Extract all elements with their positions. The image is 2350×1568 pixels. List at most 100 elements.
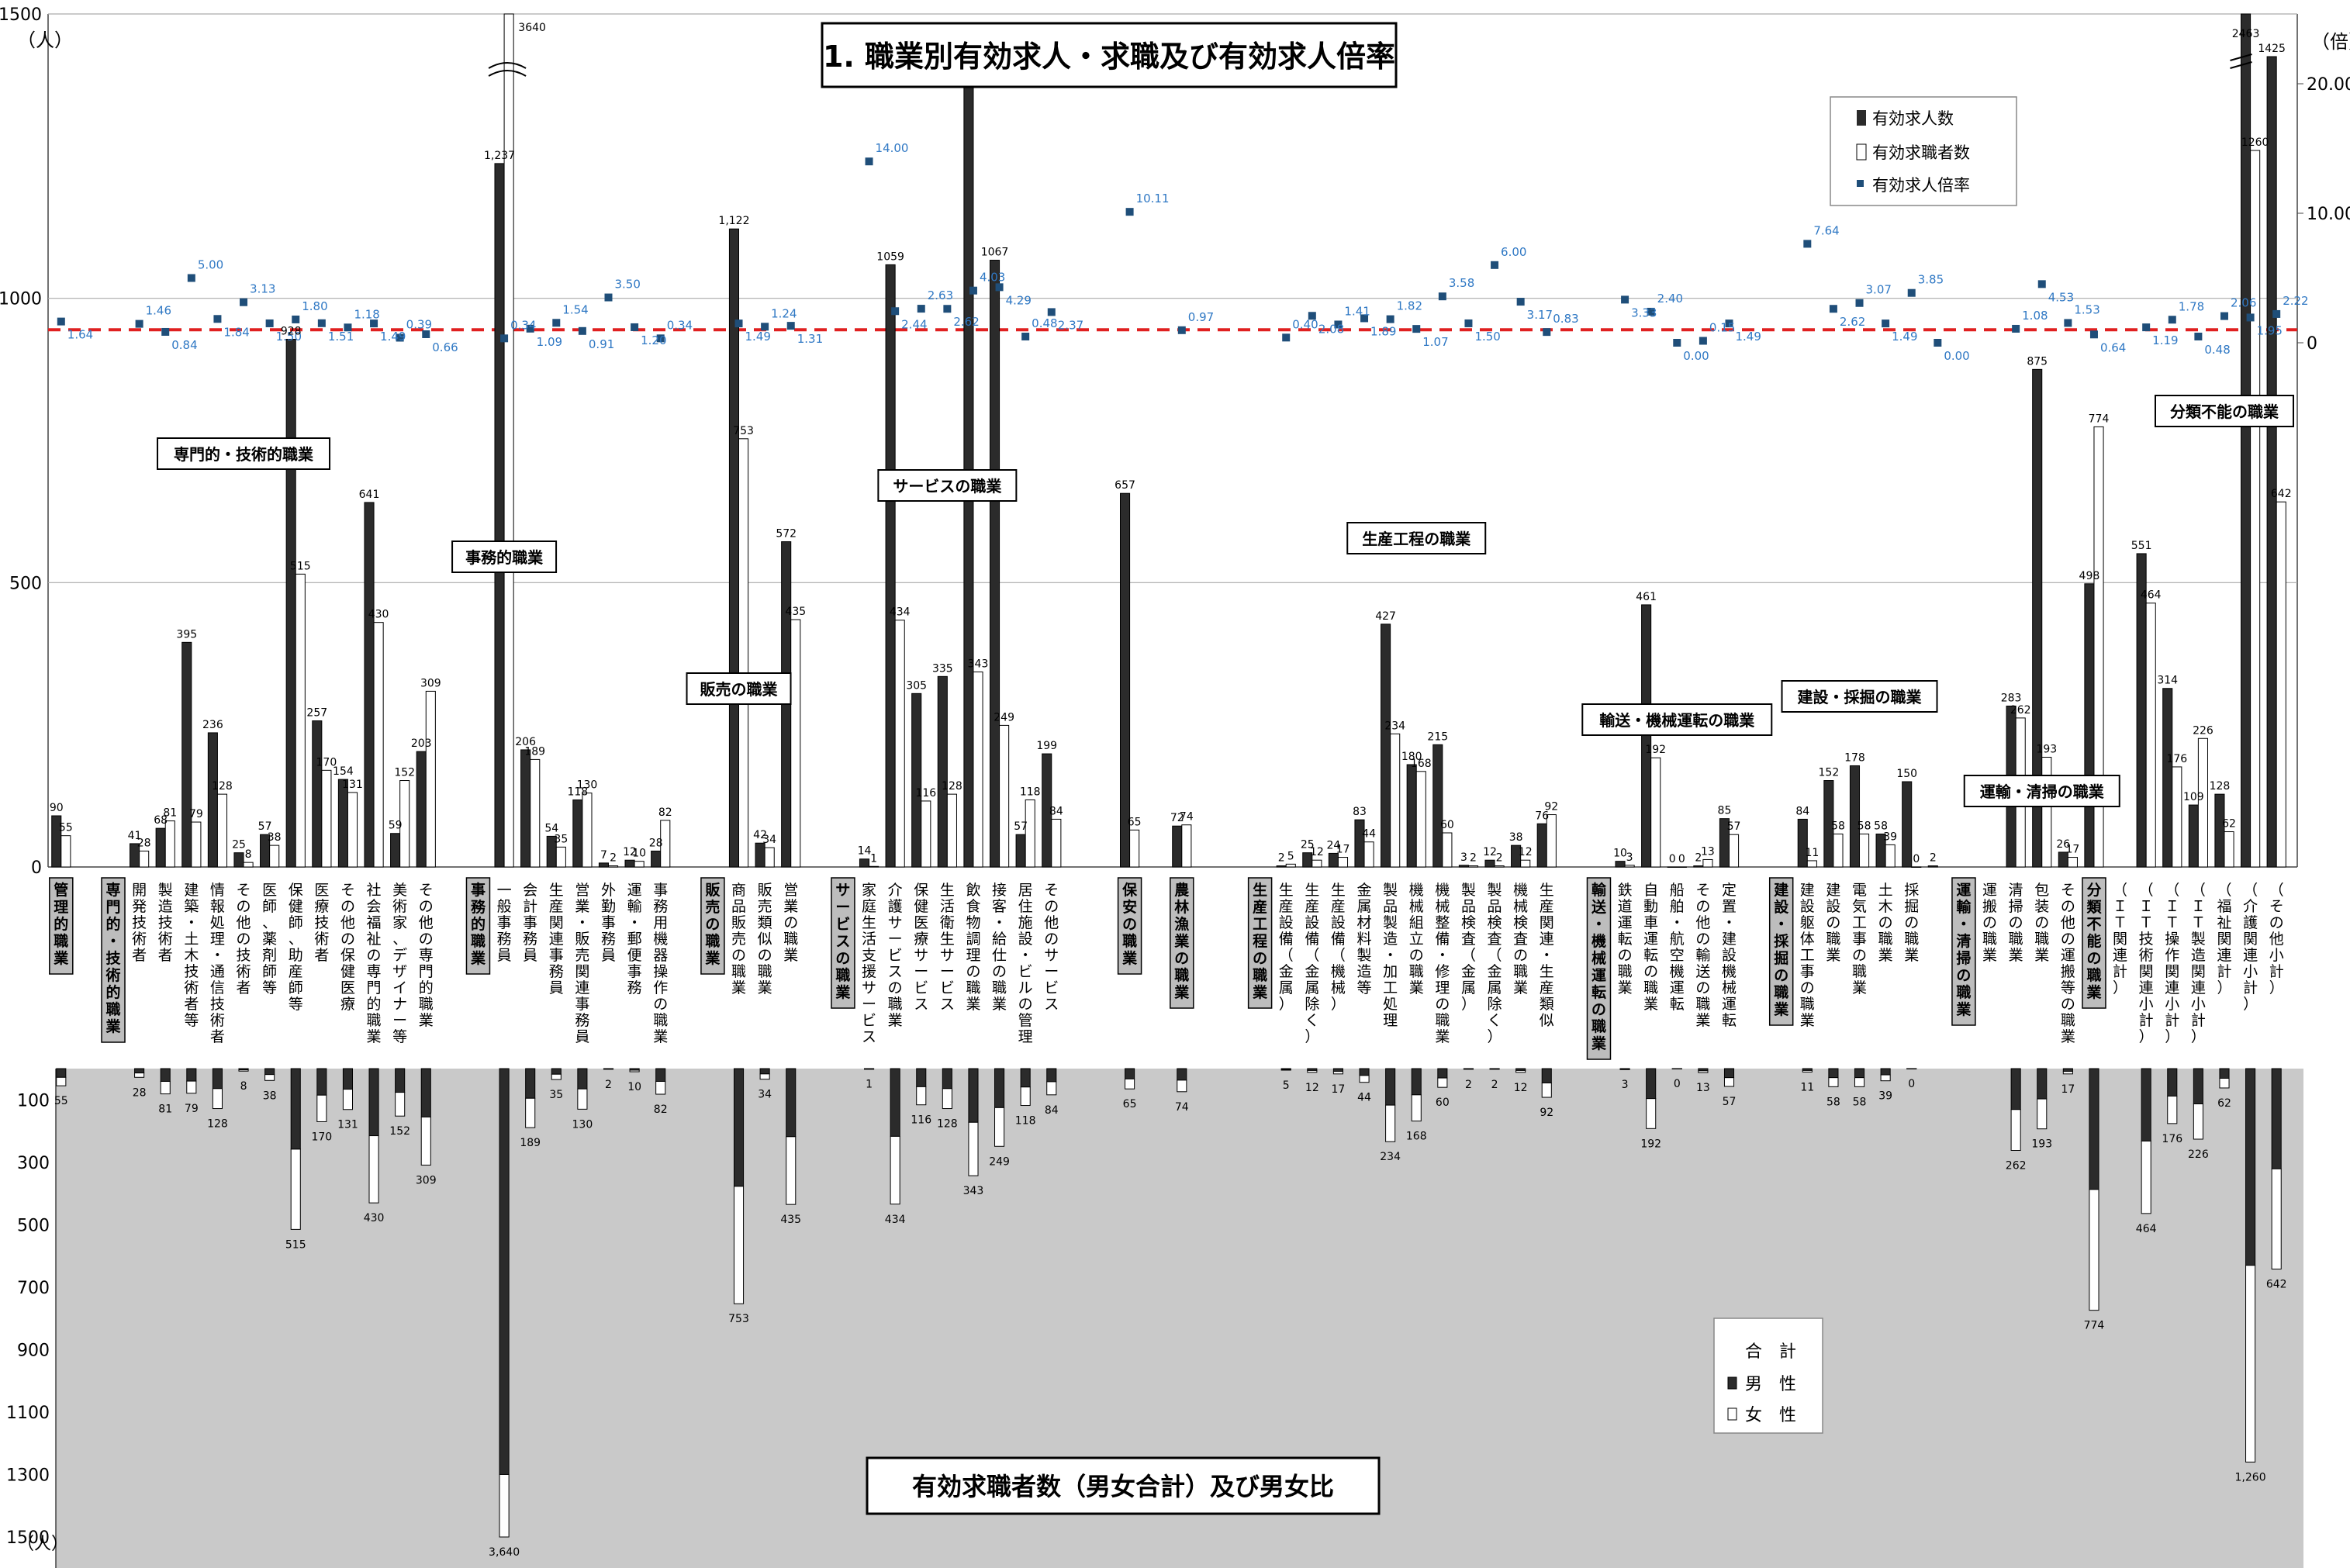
ratio-point [1934,339,1942,347]
legend-jobs-swatch [1857,110,1866,126]
ratio-value-label: 0.40 [1292,317,1318,331]
jobs-value-label: 38 [1509,831,1523,844]
jobs-bar [181,641,192,868]
seekers-value-label: 84 [1049,805,1063,817]
jobs-bar [1432,744,1443,868]
female-bar [2037,1098,2048,1130]
category-label: 生産関連事務員 [549,882,564,996]
seekers-bar [2276,501,2286,868]
jobs-value-label: 3 [1460,851,1467,864]
category-label: 居住施設・ビルの管理 [1018,882,1033,1045]
male-bar [368,1068,379,1137]
male-bar [759,1068,770,1075]
category-label: その他の専門的職業 [419,882,434,1029]
legend-jobs: 有効求人数 [1872,109,1954,128]
jobs-bar [2214,793,2225,868]
ratio-point [344,323,352,332]
seekers-bar [634,861,645,868]
jobs-value-label: 395 [176,628,197,641]
ratio-value-label: 1.46 [146,304,171,318]
bottom-total-label: 3 [1622,1079,1629,1091]
category-heading-box [49,877,74,975]
bottom-tick-700: 700 [17,1279,50,1298]
bottom-tick-1300: 1300 [6,1466,50,1485]
ratio-value-label: 1.50 [276,330,302,344]
ratio-value-label: 1.19 [2152,333,2178,347]
male-bar [160,1068,171,1083]
bottom-total-label: 193 [2031,1138,2052,1151]
category-label: （ＩＴ製造関連小計） [2191,882,2206,1045]
bottom-total-label: 234 [1380,1151,1401,1163]
jobs-bar [364,502,375,868]
seekers-bar [2145,603,2156,868]
male-bar [316,1068,327,1096]
category-label: 電気工事の職業 [1852,882,1867,996]
jobs-value-label: 59 [389,820,403,832]
ratio-point [422,330,430,338]
female-bar [134,1072,145,1078]
seekers-value-label: 642 [2271,488,2292,500]
ratio-value-label: 1.18 [354,307,379,321]
jobs-value-label: 72 [1170,812,1184,824]
category-label: その他の輸送の職業 [1695,882,1710,1029]
seekers-bar [216,793,228,868]
jobs-value-label: 12 [1483,846,1497,858]
female-bar [212,1088,223,1110]
ratio-value-label: 1.64 [67,328,93,342]
ratio-point [1125,208,1134,216]
category-heading-label: 販売の職業 [704,882,721,967]
legend-female-swatch [1727,1407,1737,1421]
category-label: 会計事務員 [523,882,537,964]
seekers-bar [999,724,1010,868]
female-bar [1385,1104,1396,1142]
ratio-point [917,305,925,313]
ratio-point [1882,319,1890,328]
female-bar [577,1088,588,1110]
bottom-total-label: 753 [728,1313,749,1325]
seekers-bar [1702,858,1713,868]
ratio-value-label: 3.33 [1631,306,1657,319]
right-tick-20: 20.00 [2307,75,2350,95]
jobs-value-label: 90 [50,802,64,814]
group-title-box [451,541,558,573]
seekers-value-label: 435 [785,606,806,618]
bottom-total-label: 515 [285,1238,306,1251]
seekers-bar [1285,863,1296,868]
female-bar [186,1080,197,1094]
female-bar [551,1073,562,1080]
ratio-point [2194,332,2203,340]
bottom-total-label: 12 [1514,1082,1528,1094]
category-heading-label: 管理的職業 [53,881,69,967]
category-label: 生産設備（金属除く） [1305,882,1319,1045]
bottom-total-label: 189 [520,1137,541,1149]
ratio-value-label: 1.24 [771,306,797,320]
ratio-point [2037,280,2046,288]
category-heading-label: 建設・採掘の職業 [1773,881,1789,1018]
left-tick-0: 0 [31,858,42,878]
ratio-value-label: 1.51 [328,330,354,344]
jobs-bar [1381,623,1391,868]
bottom-total-label: 39 [1878,1090,1892,1103]
group-title-box [1346,522,1487,554]
seekers-value-label: 60 [1440,819,1454,831]
male-bar [1177,1068,1187,1081]
jobs-value-label: 10 [1613,848,1627,860]
bottom-total-label: 130 [572,1118,593,1131]
ratio-point [1308,312,1316,320]
bottom-total-label: 128 [937,1118,958,1131]
seekers-value-label: 55 [59,822,73,834]
ratio-value-label: 0.48 [1032,316,1057,330]
category-label: その他のサービス [1044,882,1059,1013]
seekers-bar [1025,799,1035,868]
bottom-title: 有効求職者数（男女合計）及び男女比 [912,1472,1334,1501]
ratio-value-label: 2.62 [953,315,979,329]
female-bar [1359,1075,1370,1083]
male-bar [2219,1068,2230,1079]
ratio-value-label: 0.97 [1188,310,1214,324]
seekers-bar [582,793,593,868]
category-label: （ＩＴ関連計） [2113,882,2127,996]
ratio-point [1177,326,1186,334]
seekers-value-label: 11 [1805,847,1819,859]
ratio-point [1907,288,1916,297]
